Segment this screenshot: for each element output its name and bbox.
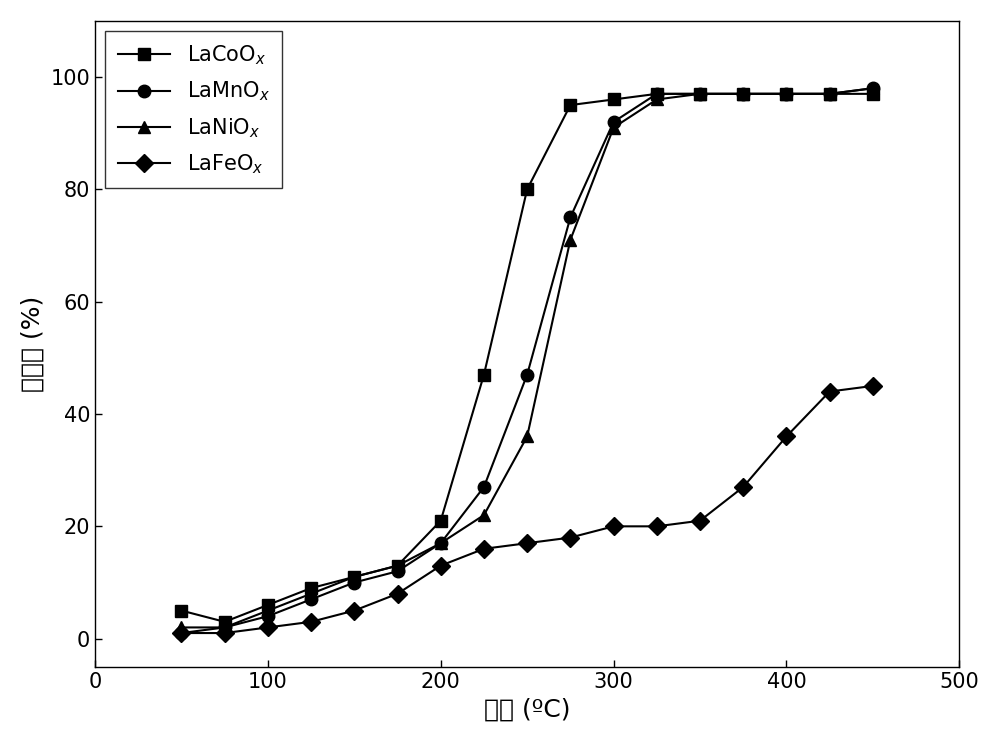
- Legend: LaCoO$_x$, LaMnO$_x$, LaNiO$_x$, LaFeO$_x$: LaCoO$_x$, LaMnO$_x$, LaNiO$_x$, LaFeO$_…: [105, 31, 282, 188]
- X-axis label: 温度 (ºC): 温度 (ºC): [484, 697, 570, 721]
- Y-axis label: 转化率 (%): 转化率 (%): [21, 295, 45, 392]
